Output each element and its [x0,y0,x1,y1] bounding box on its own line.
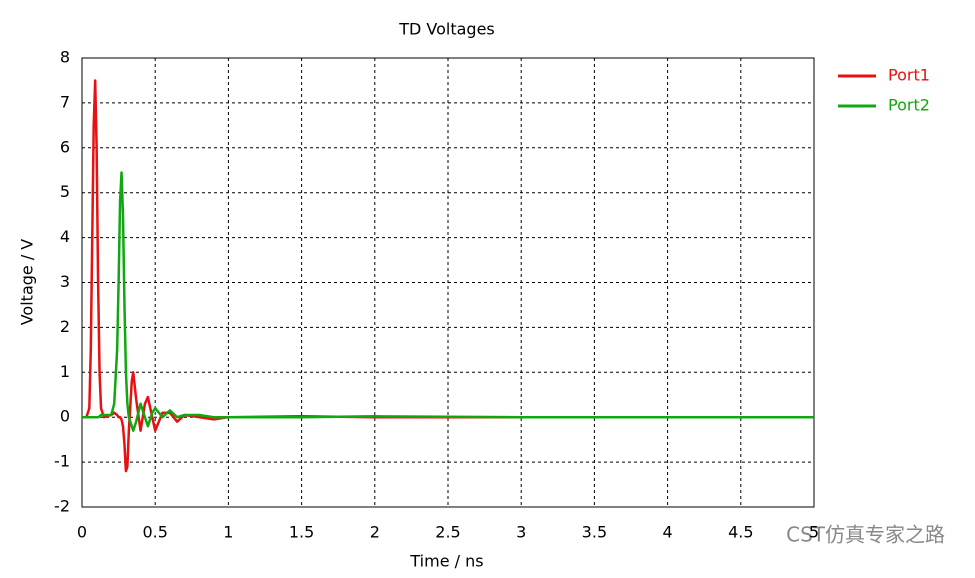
x-tick-label: 3 [516,523,526,542]
x-axis-label: Time / ns [409,552,483,571]
legend-label: Port2 [888,96,930,115]
y-tick-label: 6 [60,137,70,156]
y-tick-label: 7 [60,92,70,111]
x-tick-label: 4 [663,523,673,542]
x-tick-label: 1 [223,523,233,542]
y-axis-label: Voltage / V [18,239,37,326]
y-tick-label: 1 [60,362,70,381]
series-line [82,171,814,432]
y-tick-label: 5 [60,182,70,201]
x-tick-label: 0 [77,523,87,542]
y-tick-label: 8 [60,48,70,67]
series-line [82,79,814,473]
legend-label: Port1 [888,66,930,85]
y-tick-label: 2 [60,317,70,336]
y-tick-label: 3 [60,272,70,291]
x-tick-label: 2.5 [435,523,460,542]
x-tick-label: 0.5 [142,523,167,542]
plot-frame [81,57,815,508]
y-tick-label: -2 [54,497,70,516]
watermark: CST仿真专家之路 [786,523,945,547]
x-tick-label: 4.5 [728,523,753,542]
y-tick-label: 0 [60,407,70,426]
x-tick-label: 3.5 [582,523,607,542]
y-tick-label: 4 [60,227,70,246]
chart-title: TD Voltages [398,20,495,39]
x-tick-label: 5 [809,523,819,542]
x-tick-label: 2 [370,523,380,542]
y-tick-label: -1 [54,452,70,471]
x-tick-label: 1.5 [289,523,314,542]
